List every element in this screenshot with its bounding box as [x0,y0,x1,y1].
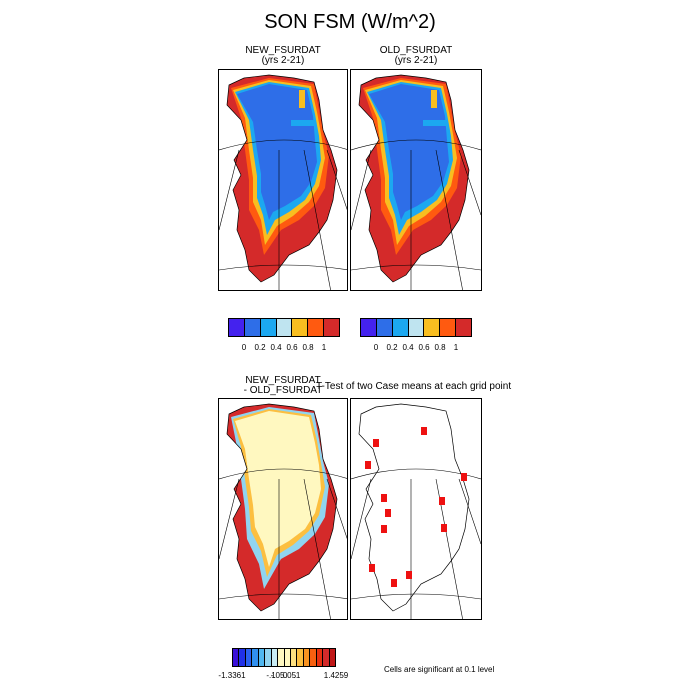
colorbar-tick-label: 0.6 [418,343,430,352]
colorbar-tick-label: 0.2 [386,343,398,352]
map-ttest [351,403,481,619]
colorbar-swatch [244,648,252,667]
colorbar-swatch [302,648,310,667]
colorbar-swatch [407,318,424,337]
graticule [351,139,481,290]
colorbar-swatch [270,648,278,667]
colorbar-tick-label: 0.8 [302,343,314,352]
map-panel-old [350,69,482,291]
significant-cell [421,427,427,435]
colorbar-swatch [238,648,245,667]
colorbar-tick-label: 0.6 [286,343,298,352]
significant-cell [385,509,391,517]
colorbar-diff [232,648,336,667]
map-panel-ttest [350,398,482,620]
colorbar-tick-label: 0.8 [434,343,446,352]
significant-cell [373,439,379,447]
colorbar-swatch [259,318,276,337]
colorbar-swatch [455,318,473,337]
panel-subtitle-old: (yrs 2-21) [394,55,438,66]
colorbar-tick-label: 1.4259 [323,671,349,680]
significant-cell [365,461,371,469]
colorbar-swatch [307,318,324,337]
colorbar-swatch [391,318,408,337]
colorbar-swatch [243,318,260,337]
significant-cell [461,473,467,481]
map-panel-new [218,69,348,291]
significant-cell [406,571,412,579]
colorbar-swatch [291,318,308,337]
map-old [351,74,481,290]
colorbar-old [360,318,473,337]
colorbar-swatch [439,318,456,337]
significant-cell [439,497,445,505]
colorbar-old-ticks: 0 0.2 0.4 0.6 0.8 1 [360,343,472,353]
colorbar-tick-label: 0 [241,343,247,352]
colorbar-diff-ticks: -1.3361 -.1 -.05.0.05.1 1.4259 [218,671,348,681]
colorbar-swatch [277,648,284,667]
colorbar-swatch [296,648,303,667]
colorbar-swatch [283,648,290,667]
colorbar-tick-label: -.1 [266,671,276,680]
significance-note: Cells are significant at 0.1 level [384,665,495,674]
colorbar-tick-label: 1 [453,343,459,352]
graticule [219,139,347,290]
colorbar-new-ticks: 0 0.2 0.4 0.6 0.8 1 [228,343,340,353]
colorbar-tick-label: -.05 [270,671,285,680]
map-new [219,74,347,290]
colorbar-swatch [251,648,258,667]
significant-cell [381,494,387,502]
colorbar-tick-label: 0.4 [402,343,414,352]
panel-title-new: NEW_FSURDAT [245,45,321,56]
map-panel-diff [218,398,348,620]
map-diff [219,403,347,619]
colorbar-swatch [289,648,297,667]
colorbar-tick-label: -1.3361 [218,671,246,680]
panel-title-diff: NEW_FSURDAT [245,375,321,386]
significant-cell [381,525,387,533]
colorbar-tick-label: 1 [321,343,327,352]
coastline [358,403,470,612]
colorbar-tick-label: 0.2 [254,343,266,352]
colorbar-swatch [328,648,336,667]
coastline [358,74,470,283]
colorbar-swatch [275,318,292,337]
coastline [226,403,338,612]
significant-cell [391,579,397,587]
colorbar-swatch [232,648,239,667]
colorbar-tick-label: 0 [373,343,379,352]
panel-subtitle-diff: - OLD_FSURDAT [243,385,323,396]
colorbar-tick-label: .05 [284,671,297,680]
colorbar-swatch [264,648,271,667]
figure-title: SON FSM (W/m^2) [264,11,436,33]
colorbar-swatch [228,318,244,337]
colorbar-swatch [375,318,392,337]
panel-title-old: OLD_FSURDAT [379,45,453,56]
coastline [226,74,338,283]
significant-cell [369,564,375,572]
graticule [219,468,347,619]
colorbar-swatch [315,648,323,667]
colorbar-swatch [257,648,265,667]
colorbar-new [228,318,341,337]
map-field [359,75,469,282]
colorbar-tick-label: .1 [293,671,301,680]
colorbar-tick-label: .0 [280,671,288,680]
colorbar-swatch [309,648,316,667]
panel-title-ttest: T-Test of two Case means at each grid po… [316,381,512,392]
colorbar-swatch [360,318,376,337]
colorbar-swatch [423,318,440,337]
colorbar-swatch [322,648,329,667]
colorbar-tick-label: 0.4 [270,343,282,352]
significant-cell [441,524,447,532]
panel-subtitle-new: (yrs 2-21) [261,55,305,66]
colorbar-swatch [323,318,341,337]
